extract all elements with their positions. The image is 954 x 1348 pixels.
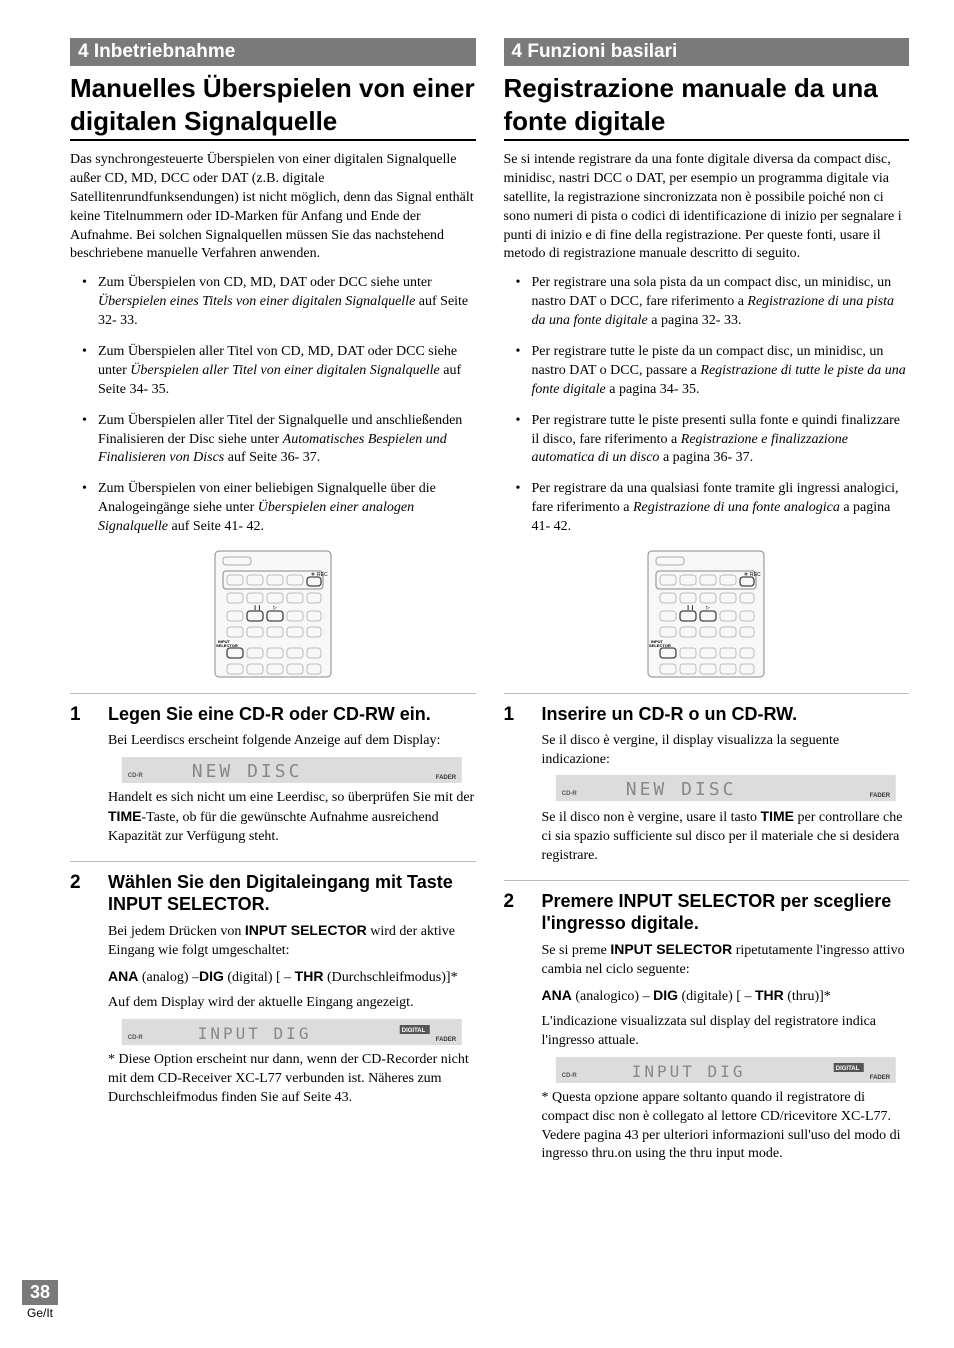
page-footer: 38 Ge/It: [22, 1280, 58, 1320]
step-text: Bei Leerdiscs erscheint folgende Anzeige…: [108, 732, 476, 751]
svg-text:DIGITAL: DIGITAL: [835, 1066, 859, 1072]
svg-text:FADER: FADER: [869, 1075, 890, 1081]
step-title: Wählen Sie den Digitaleingang mit Taste …: [108, 872, 476, 915]
page-columns: 4 Inbetriebnahme Manuelles Überspielen v…: [70, 38, 909, 1170]
step-text: Se si preme INPUT SELECTOR ripetutamente…: [542, 940, 910, 980]
svg-text:CD-R: CD-R: [561, 791, 577, 797]
list-item: Per registrare tutte le piste da un comp…: [532, 343, 910, 400]
svg-text:INPUT DIG: INPUT DIG: [198, 1024, 312, 1043]
list-item: Per registrare una sola pista da un comp…: [532, 274, 910, 331]
step-title: Inserire un CD-R o un CD-RW.: [542, 704, 910, 726]
step-number: 1: [70, 704, 94, 853]
step-2-left: 2 Wählen Sie den Digitaleingang mit Tast…: [70, 861, 476, 1113]
step-title: Premere INPUT SELECTOR per scegliere l'i…: [542, 891, 910, 934]
step-text: Auf dem Display wird der aktuelle Eingan…: [108, 994, 476, 1013]
intro-left: Das synchrongesteuerte Überspielen von e…: [70, 151, 476, 264]
page-lang: Ge/It: [22, 1306, 58, 1320]
step-number: 1: [504, 704, 528, 872]
main-title-left: Manuelles Überspielen von einer digitale…: [70, 72, 476, 141]
step-number: 2: [504, 891, 528, 1170]
step-note: * Questa opzione appare soltanto quando …: [542, 1089, 910, 1165]
svg-text:NEW DISC: NEW DISC: [625, 779, 736, 800]
step-title: Legen Sie eine CD-R oder CD-RW ein.: [108, 704, 476, 726]
page-number: 38: [22, 1280, 58, 1305]
svg-text:FADER: FADER: [869, 793, 890, 799]
step-text: L'indicazione visualizzata sul display d…: [542, 1013, 910, 1051]
step-2-right: 2 Premere INPUT SELECTOR per scegliere l…: [504, 880, 910, 1170]
step-text: Bei jedem Drücken von INPUT SELECTOR wir…: [108, 921, 476, 961]
remote-diagram-right: [646, 549, 766, 679]
column-german: 4 Inbetriebnahme Manuelles Überspielen v…: [70, 38, 476, 1170]
bullet-list-left: Zum Überspielen von CD, MD, DAT oder DCC…: [70, 274, 476, 537]
section-header-right: 4 Funzioni basilari: [504, 38, 910, 66]
section-header-left: 4 Inbetriebnahme: [70, 38, 476, 66]
list-item: Per registrare tutte le piste presenti s…: [532, 412, 910, 469]
svg-text:NEW DISC: NEW DISC: [192, 761, 303, 782]
svg-text:FADER: FADER: [436, 775, 457, 781]
column-italian: 4 Funzioni basilari Registrazione manual…: [504, 38, 910, 1170]
step-number: 2: [70, 872, 94, 1113]
svg-text:DIGITAL: DIGITAL: [402, 1028, 426, 1034]
remote-diagram-left: [213, 549, 333, 679]
bullet-list-right: Per registrare una sola pista da un comp…: [504, 274, 910, 537]
display-input-dig-right: CD-R INPUT DIG DIGITAL FADER: [542, 1057, 910, 1083]
list-item: Zum Überspielen von CD, MD, DAT oder DCC…: [98, 274, 476, 331]
svg-text:CD-R: CD-R: [128, 773, 144, 779]
step-text: Se il disco non è vergine, usare il tast…: [542, 807, 910, 866]
step-note: * Diese Option erscheint nur dann, wenn …: [108, 1051, 476, 1108]
display-new-disc-right: CD-R NEW DISC FADER: [542, 775, 910, 801]
step-1-left: 1 Legen Sie eine CD-R oder CD-RW ein. Be…: [70, 693, 476, 853]
svg-text:CD-R: CD-R: [561, 1073, 577, 1079]
step-text: Handelt es sich nicht um eine Leerdisc, …: [108, 789, 476, 848]
mode-line: ANA (analogico) – DIG (digitale) [ – THR…: [542, 986, 910, 1007]
display-input-dig-left: CD-R INPUT DIG DIGITAL FADER: [108, 1019, 476, 1045]
step-text: Se il disco è vergine, il display visual…: [542, 732, 910, 770]
display-new-disc-left: CD-R NEW DISC FADER: [108, 757, 476, 783]
list-item: Zum Überspielen von einer beliebigen Sig…: [98, 480, 476, 537]
intro-right: Se si intende registrare da una fonte di…: [504, 151, 910, 264]
list-item: Zum Überspielen aller Titel von CD, MD, …: [98, 343, 476, 400]
main-title-right: Registrazione manuale da una fonte digit…: [504, 72, 910, 141]
mode-line: ANA (analog) –DIG (digital) [ – THR (Dur…: [108, 967, 476, 988]
step-1-right: 1 Inserire un CD-R o un CD-RW. Se il dis…: [504, 693, 910, 872]
svg-text:CD-R: CD-R: [128, 1035, 144, 1041]
svg-text:FADER: FADER: [436, 1037, 457, 1043]
list-item: Per registrare da una qualsiasi fonte tr…: [532, 480, 910, 537]
svg-text:INPUT DIG: INPUT DIG: [631, 1062, 745, 1081]
list-item: Zum Überspielen aller Titel der Signalqu…: [98, 412, 476, 469]
